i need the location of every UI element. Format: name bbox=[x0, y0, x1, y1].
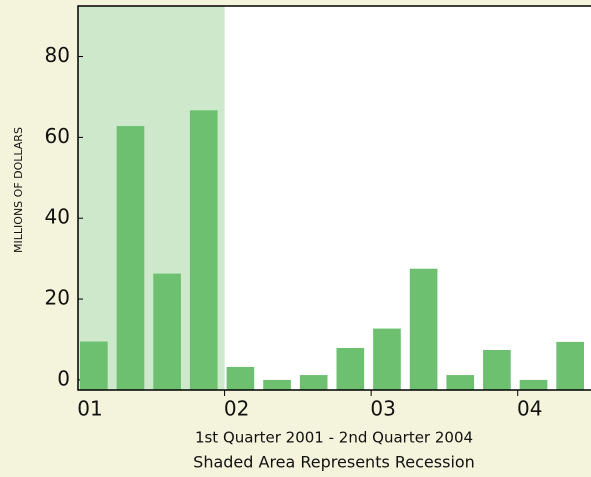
bar bbox=[446, 375, 475, 390]
bar bbox=[519, 379, 548, 390]
x-tick-label: 02 bbox=[224, 397, 249, 421]
y-tick-label: 20 bbox=[45, 286, 70, 310]
bar bbox=[299, 375, 328, 390]
bar bbox=[483, 349, 511, 390]
y-tick-label: 40 bbox=[45, 205, 70, 229]
bar bbox=[373, 328, 401, 390]
bar bbox=[263, 379, 291, 390]
bar bbox=[556, 341, 584, 390]
y-tick-label: 0 bbox=[57, 366, 70, 390]
bar bbox=[116, 126, 145, 390]
bar bbox=[409, 268, 438, 390]
x-tick-label: 01 bbox=[77, 397, 102, 421]
x-tick-label: 04 bbox=[517, 397, 542, 421]
plot-frame bbox=[77, 5, 591, 391]
bar bbox=[153, 273, 181, 390]
y-axis-title: MILLIONS OF DOLLARS bbox=[12, 127, 25, 253]
x-axis-title: 1st Quarter 2001 - 2nd Quarter 2004 bbox=[195, 429, 473, 447]
bar bbox=[336, 347, 365, 390]
y-tick-label: 60 bbox=[45, 124, 70, 148]
bar bbox=[226, 366, 255, 390]
bar bbox=[80, 341, 108, 390]
bar bbox=[189, 110, 218, 390]
note: Shaded Area Represents Recession bbox=[193, 453, 475, 472]
x-tick-label: 03 bbox=[370, 397, 395, 421]
y-tick-label: 80 bbox=[45, 43, 70, 67]
